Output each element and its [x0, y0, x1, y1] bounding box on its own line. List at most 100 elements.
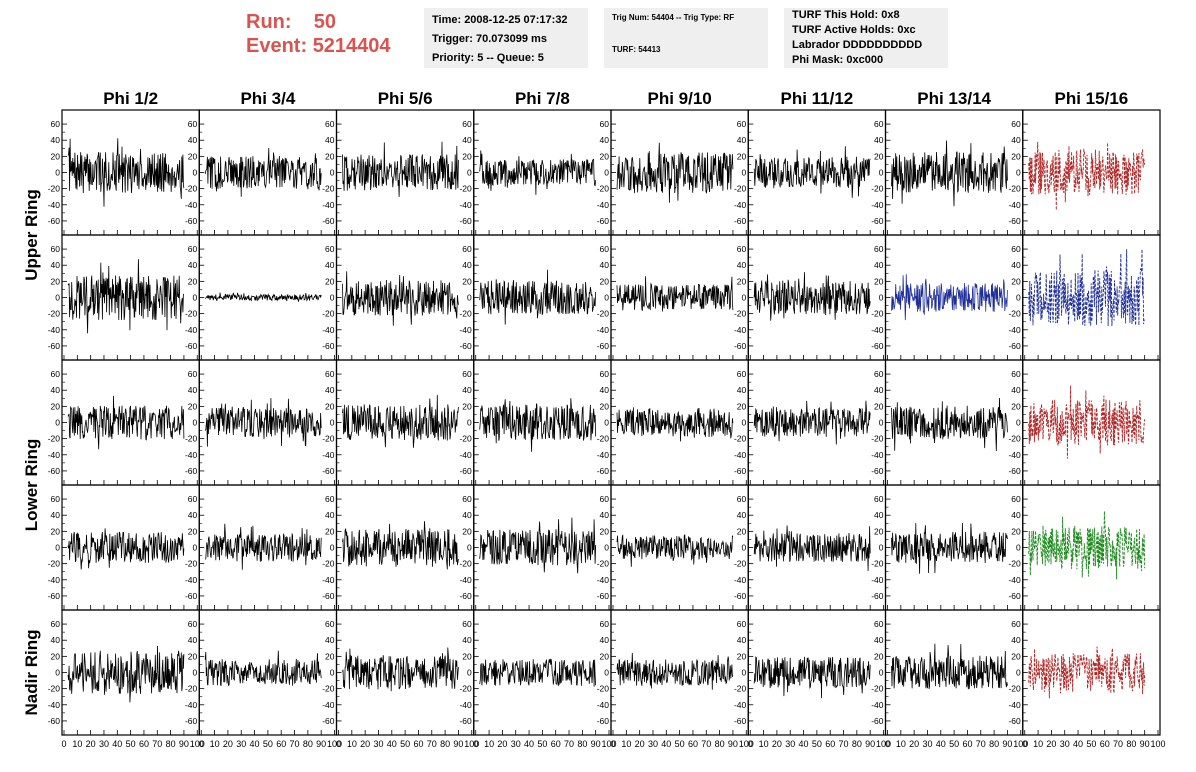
y-tick-label-r1-c5: 60 — [737, 244, 747, 254]
y-tick-label-r4-c1: -40 — [185, 700, 198, 710]
y-tick-label-r3-c6: -40 — [871, 575, 884, 585]
x-tick-label-c2: 30 — [373, 739, 383, 749]
waveform-trace-r2-c0 — [67, 395, 185, 450]
y-tick-label-r4-c7: -40 — [1008, 700, 1021, 710]
y-tick-label-r4-c1: 0 — [193, 668, 198, 678]
y-tick-label-r1-c7: -40 — [1008, 325, 1021, 335]
y-tick-label-r0-c5: -60 — [734, 216, 747, 226]
y-tick-label-r4-c3: 0 — [467, 668, 472, 678]
x-tick-label-c4: 30 — [648, 739, 658, 749]
y-tick-label-r0-c5: 0 — [742, 168, 747, 178]
y-tick-label-r3-c2: 20 — [325, 526, 335, 536]
y-tick-label-r2-c0: 0 — [55, 418, 60, 428]
y-tick-label-r3-c0: 20 — [51, 526, 61, 536]
y-tick-label-r1-c4: 20 — [600, 276, 610, 286]
y-tick-label-r2-c1: 0 — [193, 418, 198, 428]
waveform-trace-r4-c4 — [616, 652, 734, 690]
y-tick-label-r2-c2: -60 — [322, 466, 335, 476]
x-tick-label-c7: 0 — [1022, 739, 1027, 749]
y-tick-label-r0-c2: 20 — [325, 151, 335, 161]
y-tick-label-r3-c4: -60 — [597, 591, 610, 601]
y-tick-label-r4-c0: -60 — [48, 716, 61, 726]
y-tick-label-r2-c4: -20 — [597, 434, 610, 444]
waveform-trace-r0-c6 — [891, 140, 1008, 207]
y-tick-label-r3-c7: 40 — [1011, 510, 1021, 520]
y-tick-label-r2-c0: 20 — [51, 401, 61, 411]
y-tick-label-r1-c5: -60 — [734, 341, 747, 351]
y-tick-label-r2-c4: 20 — [600, 401, 610, 411]
y-tick-label-r1-c2: 40 — [325, 260, 335, 270]
y-tick-label-r3-c1: 60 — [188, 494, 198, 504]
x-tick-label-c3: 20 — [497, 739, 507, 749]
waveform-trace-r1-c5 — [753, 272, 871, 321]
y-tick-label-r0-c1: -40 — [185, 200, 198, 210]
y-tick-label-r2-c5: -20 — [734, 434, 747, 444]
x-tick-label-c5: 90 — [865, 739, 875, 749]
y-tick-label-r4-c1: 60 — [188, 619, 198, 629]
panel-frame-r1-c3 — [473, 234, 612, 361]
trigger-info-box: Trig Num: 54404 -- Trig Type: RF TURF: 5… — [604, 8, 768, 68]
y-tick-label-r1-c0: -20 — [48, 309, 61, 319]
y-tick-label-r3-c7: -40 — [1008, 575, 1021, 585]
y-tick-label-r4-c0: 60 — [51, 619, 61, 629]
y-tick-label-r0-c4: 0 — [604, 168, 609, 178]
waveform-trace-r2-c3 — [479, 398, 597, 452]
x-tick-label-c6: 50 — [949, 739, 959, 749]
y-tick-label-r2-c5: -40 — [734, 450, 747, 460]
y-tick-label-r0-c5: -20 — [734, 184, 747, 194]
y-tick-label-r0-c0: -20 — [48, 184, 61, 194]
x-tick-label-c6: 70 — [976, 739, 986, 749]
y-tick-label-r4-c1: 20 — [188, 651, 198, 661]
y-tick-label-r2-c4: 60 — [600, 369, 610, 379]
x-tick-label-c0: 10 — [72, 739, 82, 749]
y-tick-label-r0-c1: -60 — [185, 216, 198, 226]
y-tick-label-r4-c4: -40 — [597, 700, 610, 710]
y-tick-label-r2-c7: -60 — [1008, 466, 1021, 476]
y-tick-label-r0-c6: 0 — [879, 168, 884, 178]
y-tick-label-r4-c5: -40 — [734, 700, 747, 710]
waveform-trace-r0-c7 — [1028, 141, 1146, 211]
y-tick-label-r4-c5: 20 — [737, 651, 747, 661]
y-tick-label-r4-c2: 60 — [325, 619, 335, 629]
x-tick-label-c5: 20 — [772, 739, 782, 749]
waveform-trace-r4-c3 — [479, 658, 597, 687]
y-tick-label-r1-c0: -40 — [48, 325, 61, 335]
y-tick-label-r4-c5: 60 — [737, 619, 747, 629]
y-tick-label-r3-c1: -60 — [185, 591, 198, 601]
y-tick-label-r0-c4: -40 — [597, 200, 610, 210]
trigger-text: Trigger: 70.073099 ms — [432, 33, 547, 45]
x-tick-label-c4: 90 — [728, 739, 738, 749]
y-tick-label-r1-c1: -40 — [185, 325, 198, 335]
x-tick-label-c5: 10 — [759, 739, 769, 749]
y-tick-label-r0-c2: -40 — [322, 200, 335, 210]
y-tick-label-r3-c3: -40 — [459, 575, 472, 585]
x-tick-label-c2: 0 — [336, 739, 341, 749]
column-header-phi-3-4: Phi 3/4 — [240, 89, 295, 108]
y-tick-label-r2-c0: -40 — [48, 450, 61, 460]
x-tick-label-c4: 50 — [675, 739, 685, 749]
waveform-trace-r0-c3 — [479, 150, 597, 195]
y-tick-label-r4-c3: 20 — [462, 651, 472, 661]
x-tick-label-c0: 50 — [126, 739, 136, 749]
x-tick-label-c0: 40 — [112, 739, 122, 749]
y-tick-label-r2-c6: -40 — [871, 450, 884, 460]
x-tick-label-c5: 40 — [799, 739, 809, 749]
y-tick-label-r3-c2: -40 — [322, 575, 335, 585]
panel-frame-r2-c5 — [747, 359, 887, 486]
x-tick-label-c7: 40 — [1073, 739, 1083, 749]
y-tick-label-r2-c7: -40 — [1008, 450, 1021, 460]
y-tick-label-r1-c5: -40 — [734, 325, 747, 335]
y-tick-label-r3-c5: -40 — [734, 575, 747, 585]
y-tick-label-r2-c3: 0 — [467, 418, 472, 428]
y-tick-label-r3-c6: 40 — [874, 510, 884, 520]
y-tick-label-r0-c0: -60 — [48, 216, 61, 226]
waveform-trace-r4-c1 — [204, 650, 322, 687]
y-tick-label-r1-c6: 20 — [874, 276, 884, 286]
waveform-trace-r4-c2 — [342, 647, 459, 692]
x-tick-label-c7: 20 — [1046, 739, 1056, 749]
y-tick-label-r0-c7: -60 — [1008, 216, 1021, 226]
waveform-trace-r1-c4 — [616, 276, 734, 312]
y-tick-label-r3-c1: 0 — [193, 543, 198, 553]
waveform-trace-r0-c5 — [753, 146, 871, 198]
y-tick-label-r4-c6: -40 — [871, 700, 884, 710]
